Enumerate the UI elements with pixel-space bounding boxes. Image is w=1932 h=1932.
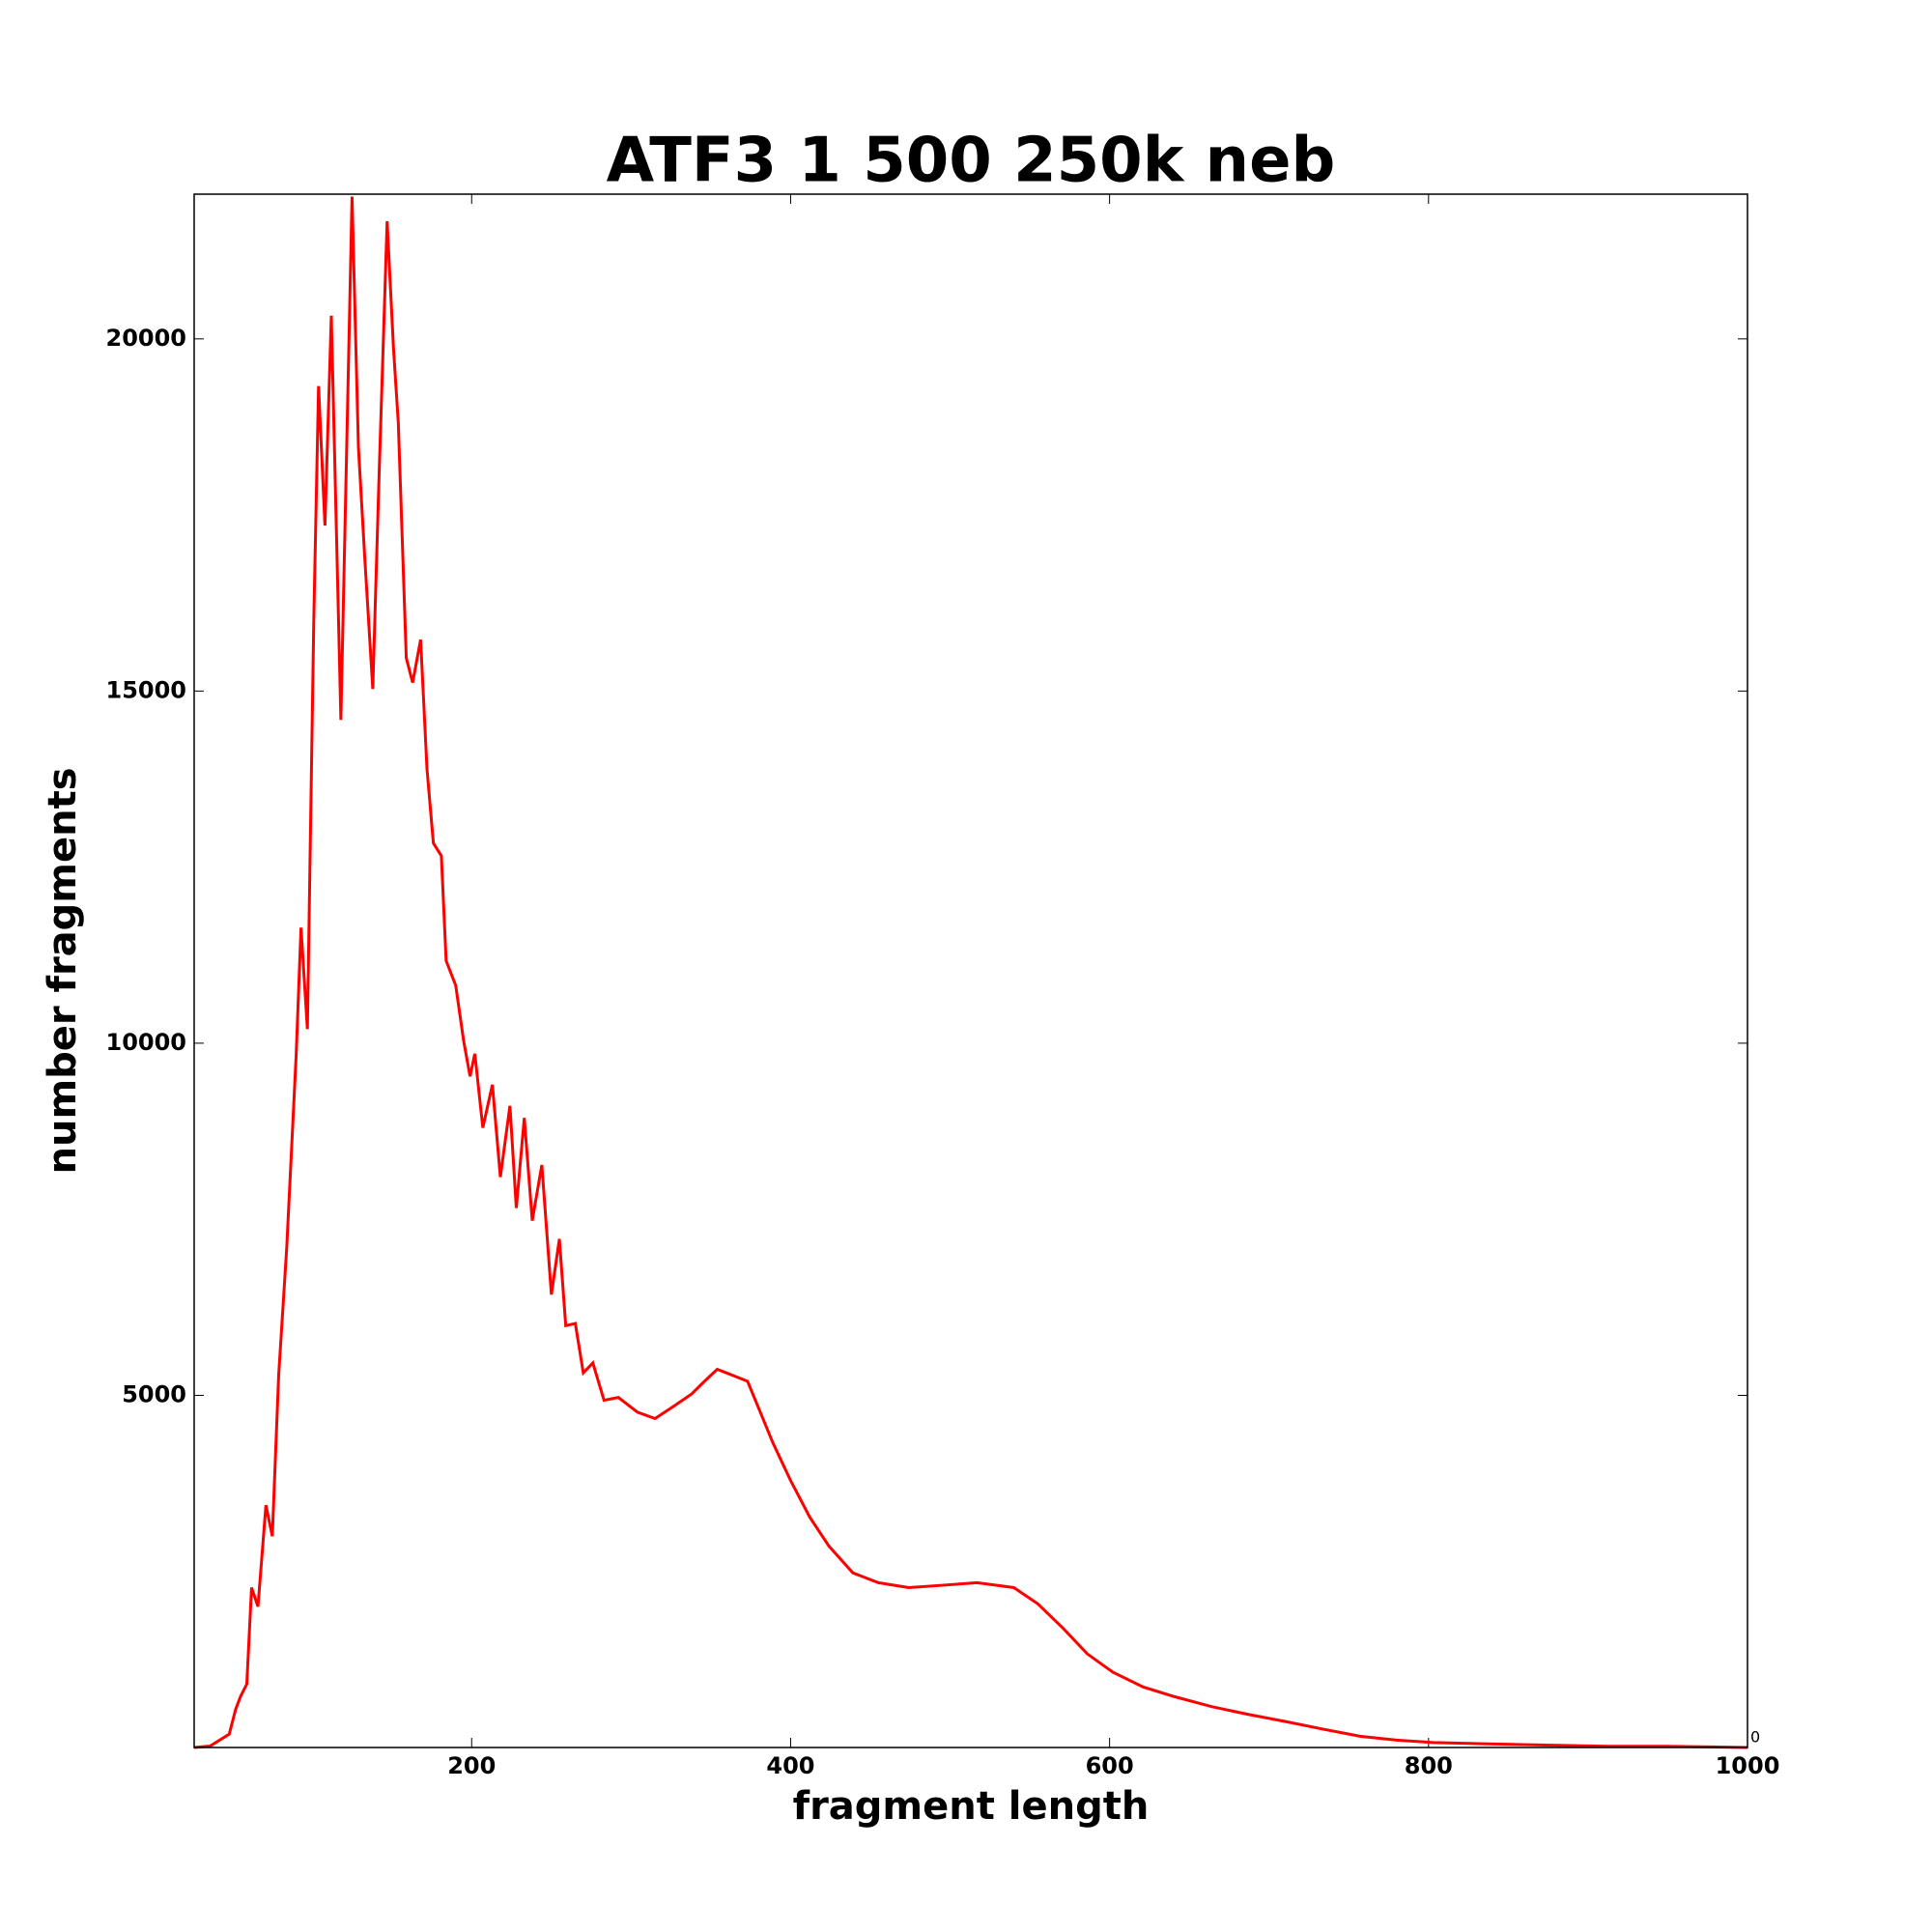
x-tick-label: 600 bbox=[1086, 1752, 1134, 1779]
x-tick-label: 400 bbox=[766, 1752, 814, 1779]
y-tick-label: 20000 bbox=[106, 325, 187, 352]
y-axis-label: number fragments bbox=[41, 767, 85, 1174]
plot-frame bbox=[193, 193, 1748, 1748]
annotation: 0 bbox=[1750, 1728, 1760, 1747]
y-tick-label: 10000 bbox=[106, 1029, 187, 1056]
chart-title: ATF3 1 500 250k neb bbox=[607, 126, 1336, 197]
x-tick-label: 1000 bbox=[1716, 1752, 1780, 1779]
y-tick-label: 15000 bbox=[106, 676, 187, 703]
x-tick-label: 200 bbox=[447, 1752, 496, 1779]
x-tick-label: 800 bbox=[1405, 1752, 1453, 1779]
x-axis-label: fragment length bbox=[793, 1784, 1150, 1829]
data-line bbox=[193, 196, 1748, 1749]
y-tick-label: 5000 bbox=[122, 1380, 186, 1407]
